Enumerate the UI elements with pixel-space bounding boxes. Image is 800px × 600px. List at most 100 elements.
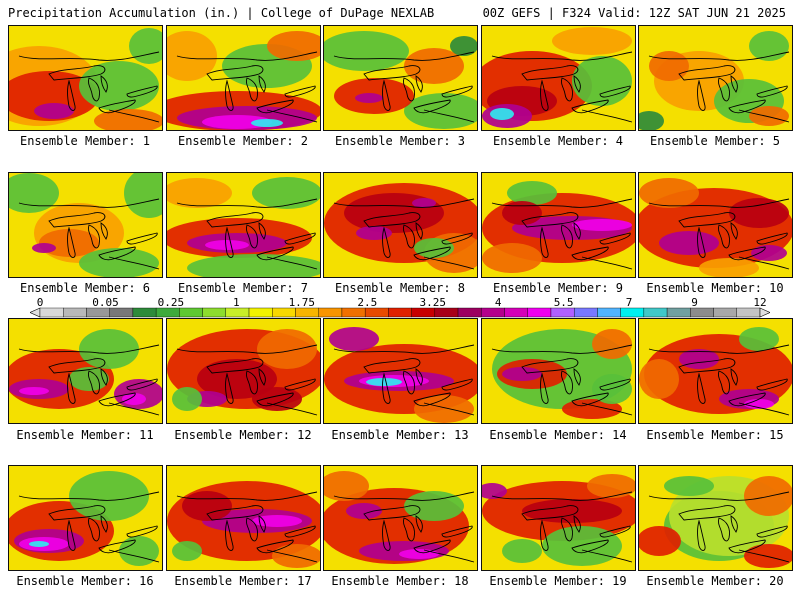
great-lakes-coastline [413,539,451,554]
great-lakes-coastline [678,65,736,81]
great-lakes-coastline [678,358,736,374]
precip-contour-magenta [19,387,49,395]
great-lakes-coastline [599,378,631,391]
precip-contour-red [639,526,681,556]
great-lakes-coastline [363,65,421,81]
ensemble-member-label: Ensemble Member: 12 [174,428,312,442]
ensemble-member-map [638,25,793,131]
ensemble-member-label: Ensemble Member: 11 [16,428,154,442]
great-lakes-coastline [728,246,766,261]
precip-contour-green [79,61,159,111]
colorbar-swatch [132,307,157,318]
precip-contour-green [124,173,162,218]
colorbar-tick-label: 12 [753,296,766,309]
great-lakes-coastline [697,519,706,551]
precip-field [167,319,320,423]
great-lakes-coastline [540,519,549,551]
great-lakes-coastline [678,212,736,228]
great-lakes-coastline [415,222,423,240]
great-lakes-coastline [266,402,318,416]
great-lakes-coastline [206,358,264,374]
great-lakes-coastline [284,232,316,245]
great-lakes-coastline [540,372,549,404]
ensemble-member-map [166,25,321,131]
great-lakes-coastline [730,368,738,386]
precip-contour-green [664,476,714,496]
great-lakes-coastline [256,392,294,407]
great-lakes-coastline [728,392,766,407]
colorbar-swatch [155,307,180,318]
great-lakes-coastline [561,517,573,542]
colorbar-swatch [295,307,319,318]
great-lakes-coastline [718,370,730,395]
precip-contour-green [172,387,202,411]
great-lakes-coastline [48,505,106,521]
ensemble-member-map [638,465,793,571]
precipitation-colorbar: 0 0.05 0.25 1 1.75 2.5 3.25 4 5.5 7 9 12 [30,296,770,318]
great-lakes-coastline [256,246,294,261]
great-lakes-coastline [756,232,788,245]
precip-contour-redorange [592,329,632,359]
great-lakes-coastline [266,549,318,563]
great-lakes-coastline [206,505,264,521]
ensemble-member-label: Ensemble Member: 18 [331,574,469,588]
precip-field [639,173,792,277]
great-lakes-coastline [738,549,790,563]
colorbar-tick-label: 7 [626,296,633,309]
colorbar-swatch [179,307,203,318]
precip-field [482,466,635,570]
precip-contour-green [507,181,557,205]
precip-contour-redorange [414,395,474,423]
colorbar-tick-label: 5.5 [554,296,574,309]
ensemble-member-map [638,318,793,424]
ensemble-member-label: Ensemble Member: 2 [177,134,309,148]
precip-contour-magenta [572,219,632,231]
great-lakes-coastline [258,222,266,240]
great-lakes-coastline [561,370,573,395]
great-lakes-coastline [88,370,100,395]
great-lakes-coastline [88,77,100,102]
great-lakes-coastline [382,226,391,258]
great-lakes-coastline [491,491,633,501]
great-lakes-coastline [266,109,318,123]
precip-contour-green [572,56,632,106]
colorbar-swatch [457,307,482,318]
precip-contour-purple [412,198,436,208]
ensemble-member-label: Ensemble Member: 9 [492,281,624,295]
great-lakes-coastline [206,65,264,81]
precip-contour-purple [355,93,383,103]
precip-contour-magenta [202,115,272,129]
great-lakes-coastline [363,505,421,521]
precip-contour-magenta [252,515,302,527]
colorbar-tick-label: 0 [37,296,44,309]
precip-contour-purple [502,367,542,381]
great-lakes-coastline [126,85,158,98]
colorbar-swatch [550,307,575,318]
great-lakes-coastline [571,246,609,261]
colorbar-tick-label: 9 [691,296,698,309]
great-lakes-coastline [521,65,579,81]
precip-contour-purple [329,327,379,351]
great-lakes-coastline [258,75,266,93]
great-lakes-coastline [521,505,579,521]
great-lakes-coastline [573,368,581,386]
great-lakes-coastline [756,378,788,391]
precip-contour-redorange [749,106,789,126]
precip-field [324,26,477,130]
great-lakes-coastline [540,79,549,111]
precip-contour-green [69,471,149,521]
colorbar-swatch [86,307,110,318]
ensemble-member-map [323,172,478,278]
precip-contour-green [119,536,159,566]
ensemble-member-label: Ensemble Member: 17 [174,574,312,588]
great-lakes-coastline [256,539,294,554]
great-lakes-coastline [333,198,475,208]
ensemble-member-label: Ensemble Member: 5 [649,134,781,148]
precip-contour-green [404,491,464,521]
precip-field [9,26,162,130]
colorbar-tick-label: 2.5 [357,296,377,309]
great-lakes-coastline [730,75,738,93]
ensemble-member-label: Ensemble Member: 1 [19,134,151,148]
precip-contour-darkred [522,499,622,523]
great-lakes-coastline [176,198,318,208]
